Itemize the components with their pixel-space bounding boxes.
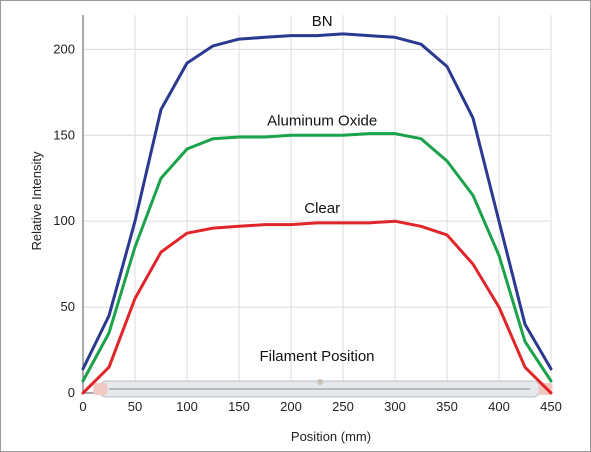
lamp-end-cap-left bbox=[93, 383, 108, 395]
series-label-2: Clear bbox=[304, 200, 340, 217]
x-tick-label: 450 bbox=[540, 399, 562, 414]
y-tick-label: 200 bbox=[53, 41, 75, 56]
y-tick-label: 150 bbox=[53, 127, 75, 142]
x-tick-label: 200 bbox=[280, 399, 302, 414]
series-label-1: Aluminum Oxide bbox=[267, 113, 377, 130]
y-tick-label: 0 bbox=[68, 385, 75, 400]
filament-position-annotation: Filament Position bbox=[259, 348, 374, 365]
x-tick-label: 0 bbox=[79, 399, 86, 414]
y-axis-label: Relative Intensity bbox=[29, 151, 44, 250]
series-line-2 bbox=[81, 219, 553, 395]
lamp-tip bbox=[317, 379, 324, 385]
series-labels: BN Aluminum Oxide Clear bbox=[267, 13, 377, 217]
x-tick-label: 100 bbox=[176, 399, 198, 414]
filament-illustration bbox=[93, 379, 553, 398]
series-label-0: BN bbox=[312, 13, 333, 30]
x-axis-label: Position (mm) bbox=[291, 429, 371, 444]
tick-labels: 0 50 100 150 200 250 300 350 400 450 0 50 100 150 200 bbox=[53, 41, 562, 414]
y-tick-label: 50 bbox=[61, 299, 75, 314]
series-lines bbox=[81, 32, 553, 395]
x-tick-label: 400 bbox=[488, 399, 510, 414]
x-tick-label: 300 bbox=[384, 399, 406, 414]
x-tick-label: 350 bbox=[436, 399, 458, 414]
series-line-0 bbox=[81, 32, 553, 371]
series-line-1 bbox=[81, 132, 553, 383]
x-tick-label: 50 bbox=[128, 399, 142, 414]
x-tick-label: 150 bbox=[228, 399, 250, 414]
y-tick-label: 100 bbox=[53, 213, 75, 228]
x-tick-label: 250 bbox=[332, 399, 354, 414]
